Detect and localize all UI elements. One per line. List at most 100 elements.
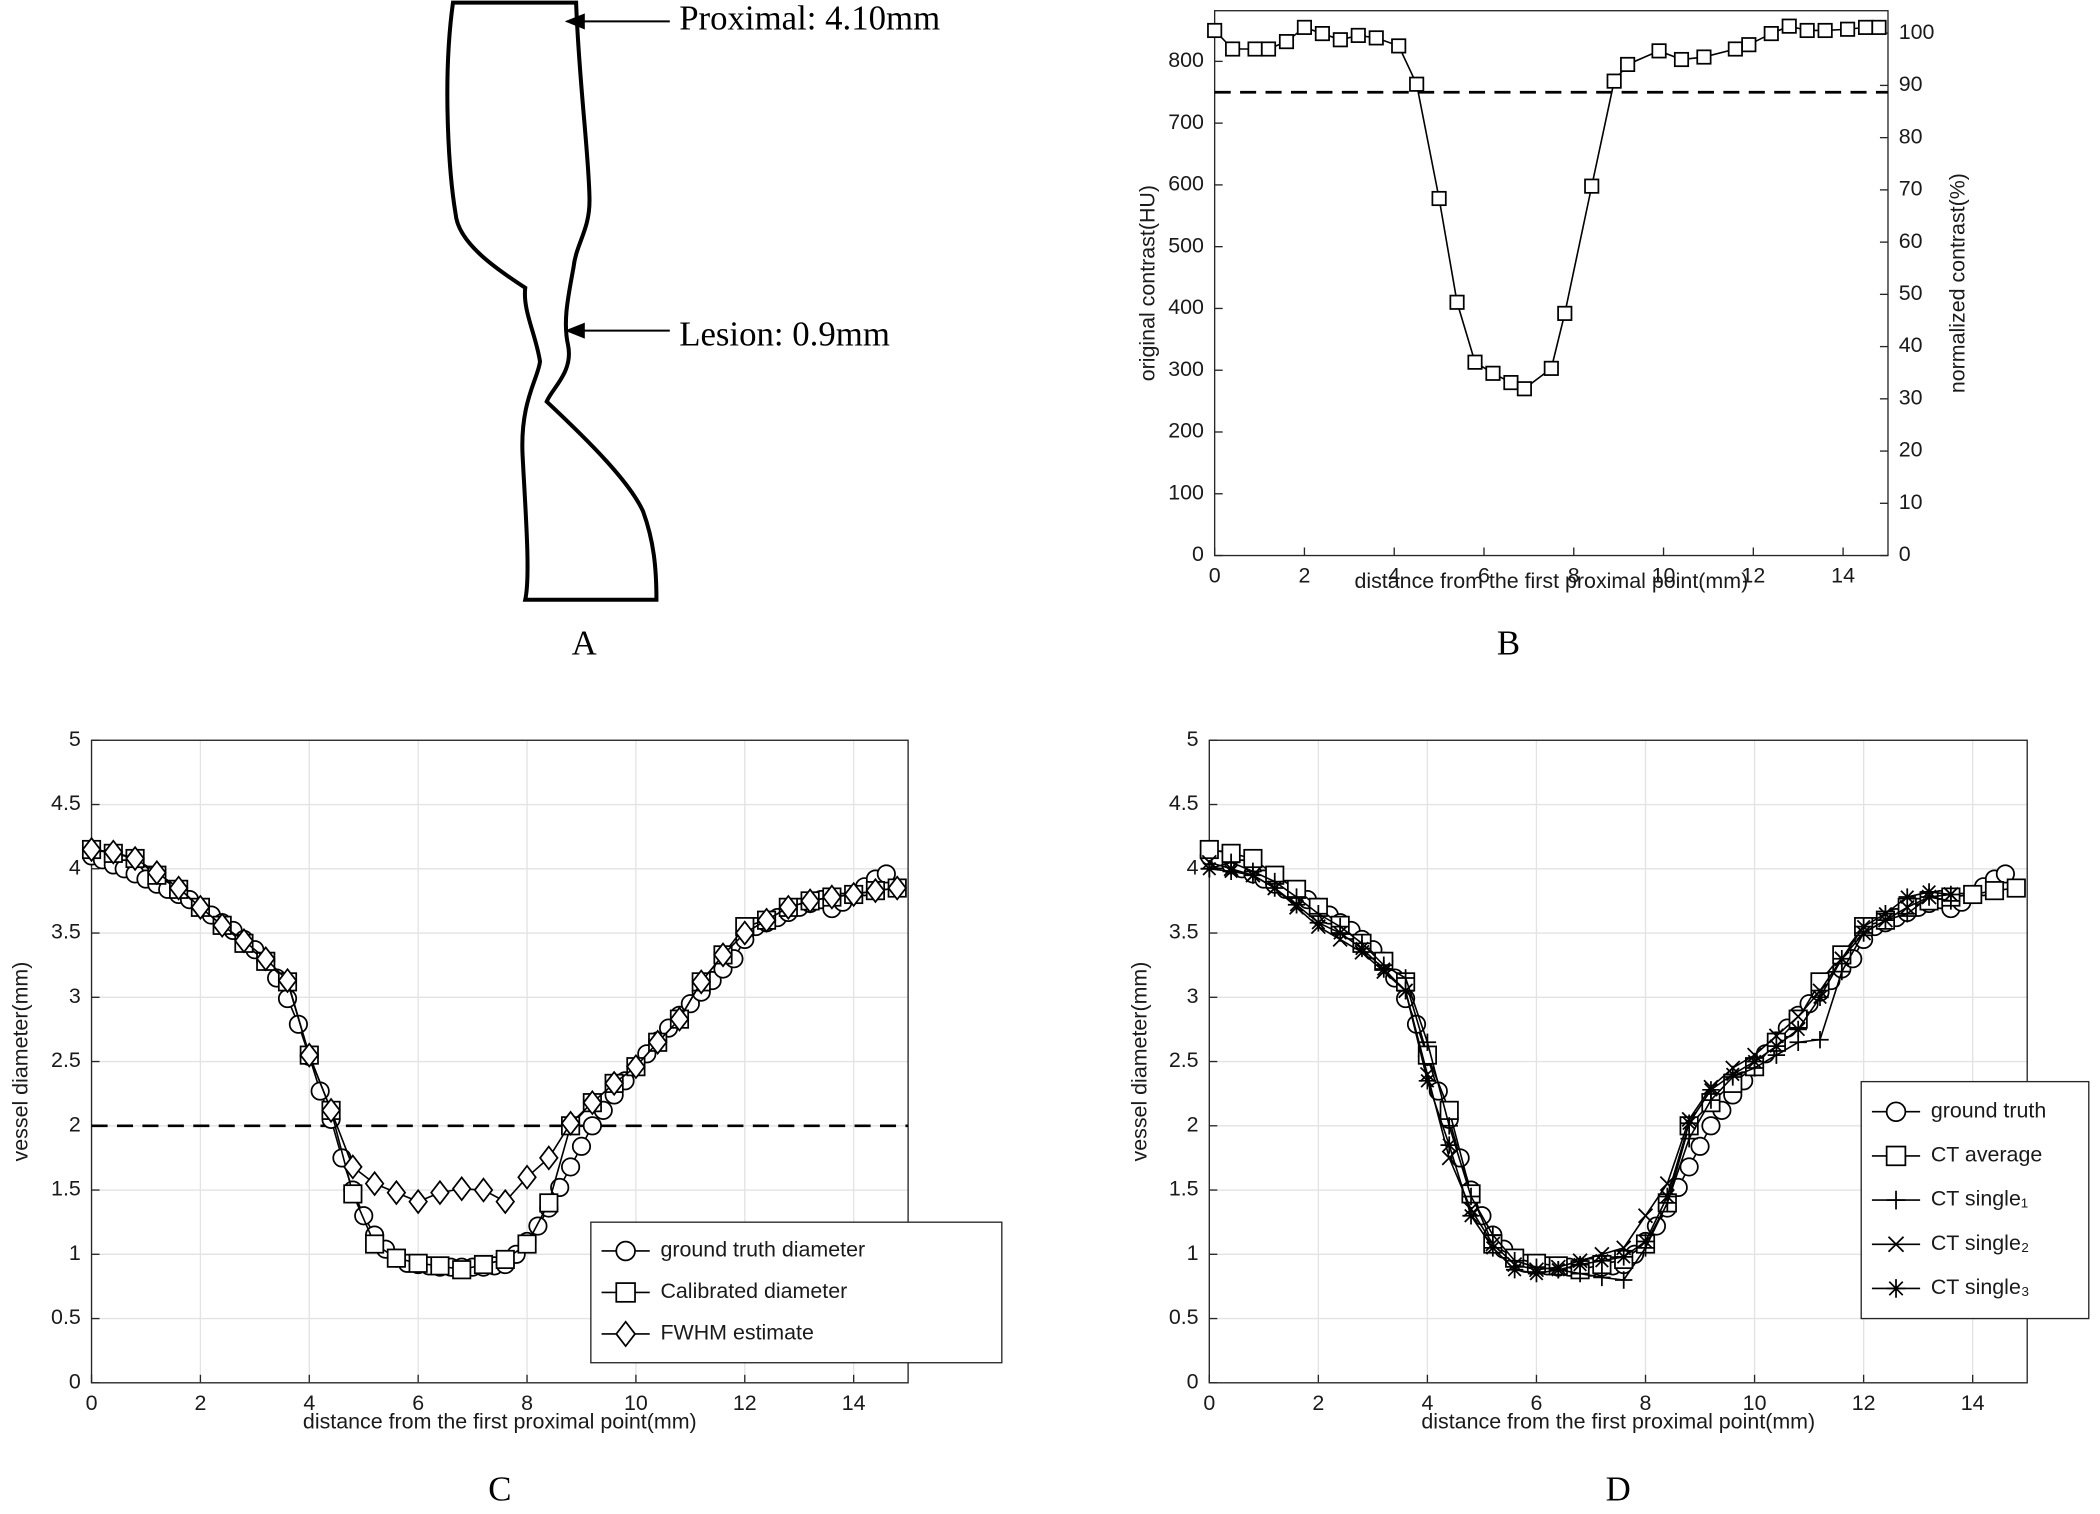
y-tick-label: 700: [1168, 110, 1204, 134]
legend-label: CT single₁: [1931, 1187, 2028, 1211]
marker: [1247, 41, 1263, 57]
marker: [528, 1216, 548, 1236]
marker: [1658, 1187, 1677, 1206]
marker: [1898, 888, 1916, 906]
marker: [1833, 950, 1851, 968]
y-tick-label: 600: [1168, 172, 1204, 196]
marker: [1467, 354, 1483, 370]
panel-label: B: [1497, 624, 1520, 663]
marker: [103, 839, 124, 865]
marker: [1701, 1116, 1721, 1136]
marker: [364, 1170, 385, 1197]
x-tick-label: 4: [1421, 1391, 1433, 1415]
y2-tick-label: 70: [1899, 177, 1923, 201]
y-tick-label: 1: [1187, 1241, 1199, 1265]
legend-label: CT single₃: [1931, 1275, 2030, 1299]
y-tick-label: 300: [1168, 357, 1204, 381]
x-tick-label: 4: [303, 1391, 315, 1415]
x-axis-label: distance from the first proximal point(m…: [1354, 569, 1748, 593]
marker: [451, 1176, 472, 1202]
x-tick-label: 6: [412, 1391, 424, 1415]
marker: [1811, 1030, 1829, 1049]
plot-frame: [1208, 739, 2028, 1384]
marker: [1391, 38, 1407, 54]
x-axis-label: distance from the first proximal point(m…: [303, 1410, 697, 1434]
marker: [1679, 1157, 1699, 1177]
marker: [168, 875, 189, 901]
marker: [473, 1177, 494, 1203]
marker: [1409, 76, 1425, 92]
marker: [1584, 178, 1600, 194]
x-tick-label: 14: [842, 1391, 866, 1415]
marker: [1593, 1268, 1611, 1287]
y-tick-label: 1: [69, 1241, 81, 1265]
marker: [1724, 1065, 1742, 1084]
y-tick-label: 400: [1168, 295, 1204, 319]
marker: [1817, 22, 1833, 39]
marker: [354, 1206, 374, 1226]
y2-tick-label: 80: [1899, 124, 1923, 148]
marker: [1278, 34, 1295, 50]
y2-tick-label: 30: [1899, 385, 1923, 409]
marker: [234, 928, 254, 954]
y-axis-label: original contrast(HU): [1136, 185, 1160, 381]
marker: [1995, 864, 2015, 884]
marker: [1614, 1271, 1633, 1289]
marker: [1745, 1052, 1764, 1071]
x-tick-label: 10: [624, 1391, 648, 1415]
marker: [539, 1193, 559, 1213]
marker: [1593, 1252, 1611, 1270]
marker: [321, 1097, 341, 1124]
marker: [81, 836, 102, 863]
marker: [550, 1177, 570, 1198]
chart-panel: 0 2 4 6 8 10 12 14 0 0.5 1 1.5 2 2.5 3 3.5 4 4.5 5 distance…: [1128, 727, 2090, 1509]
legend-marker: [1885, 1145, 1907, 1167]
legend-box: [590, 1221, 1003, 1364]
marker: [756, 907, 777, 933]
legend-marker: [1887, 1236, 1905, 1253]
marker: [1260, 41, 1277, 57]
marker: [277, 967, 298, 994]
marker: [691, 969, 712, 995]
y-tick-label: 200: [1168, 419, 1204, 443]
plot-frame: [90, 739, 909, 1384]
marker: [1606, 73, 1622, 89]
x-tick-label: 10: [1743, 1391, 1767, 1415]
marker: [1637, 1208, 1654, 1224]
marker: [1651, 43, 1667, 59]
marker: [255, 945, 276, 972]
marker: [1375, 960, 1393, 978]
marker: [125, 845, 145, 872]
y-tick-label: 3.5: [51, 920, 81, 944]
legend-label: CT single₂: [1931, 1231, 2029, 1255]
marker: [1462, 1207, 1480, 1225]
y-tick-label: 500: [1168, 233, 1204, 257]
y2-tick-label: 100: [1899, 20, 1935, 44]
marker: [495, 1249, 515, 1270]
marker: [1207, 22, 1223, 39]
annotation: Proximal: 4.10mm: [679, 0, 940, 37]
legend-marker: [615, 1240, 636, 1262]
plot-frame: [1213, 10, 1889, 557]
marker: [1696, 49, 1712, 65]
marker: [430, 1179, 450, 1206]
marker: [1484, 1239, 1502, 1257]
marker: [1763, 26, 1779, 42]
marker: [822, 884, 842, 910]
marker: [386, 1248, 406, 1268]
y2-tick-label: 50: [1899, 281, 1923, 305]
marker: [582, 1116, 602, 1136]
y2-axis-label: normalized contrast(%): [1946, 173, 1970, 393]
marker: [582, 1089, 603, 1116]
chart-panel: 0 2 4 6 8 10 12 14 0 100 200 300 400 500 600 700 800 0 10 2…: [1136, 10, 1970, 663]
marker: [1636, 1232, 1655, 1251]
marker: [1431, 190, 1447, 207]
marker: [343, 1184, 363, 1204]
marker: [887, 875, 908, 901]
x-tick-label: 2: [194, 1391, 206, 1415]
x-tick-label: 12: [733, 1391, 757, 1415]
marker: [1781, 18, 1797, 34]
marker: [1857, 19, 1874, 35]
marker: [1811, 988, 1829, 1006]
